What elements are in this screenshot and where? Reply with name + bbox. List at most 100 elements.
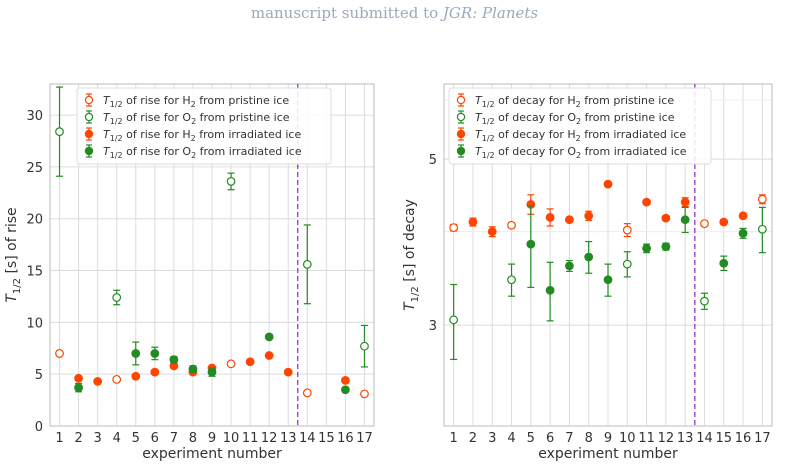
data-point: [360, 341, 369, 351]
data-point: [449, 315, 459, 325]
x-tick-label: 2: [469, 431, 477, 446]
legend-box: [448, 87, 712, 165]
legend-box: [76, 87, 332, 165]
data-point: [584, 211, 594, 221]
data-point: [738, 211, 748, 221]
x-tick-label: 17: [754, 431, 771, 446]
data-point: [487, 227, 497, 237]
x-tick-label: 6: [546, 431, 554, 446]
data-point: [565, 261, 574, 271]
data-point: [757, 224, 767, 234]
x-tick-label: 7: [170, 431, 178, 446]
x-tick-label: 12: [658, 431, 675, 446]
data-point: [264, 332, 274, 342]
legend-label: T1/2 of rise for O2 from pristine ice: [103, 111, 290, 126]
data-point: [341, 385, 350, 395]
x-tick-label: 5: [132, 431, 140, 446]
y-tick-label: 5: [429, 153, 437, 168]
data-point: [700, 219, 709, 229]
data-point: [283, 367, 293, 377]
data-point: [680, 197, 690, 207]
x-axis-label: experiment number: [142, 446, 282, 462]
x-tick-label: 4: [113, 431, 121, 446]
data-point: [150, 349, 160, 358]
x-tick-label: 5: [527, 431, 535, 446]
legend-label: T1/2 of rise for O2 from irradiated ice: [103, 145, 302, 160]
axes-frame: [49, 83, 375, 427]
data-point: [507, 275, 516, 285]
data-point: [226, 359, 236, 369]
plot-area-0: 1 2 3 4 5 6 7 8 9 10 11 12 13 14 15 16 17051015202530exp…: [4, 83, 375, 462]
rise-time-chart: 1 2 3 4 5 6 7 8 9 10 11 12 13 14 15 16 17051015202530exp…: [4, 83, 375, 462]
data-point: [526, 239, 536, 249]
journal-name: JGR: Planets: [442, 4, 539, 22]
data-point: [661, 213, 671, 223]
data-point: [74, 383, 83, 393]
y-tick-label: 25: [26, 161, 43, 176]
data-point: [449, 223, 459, 233]
data-point: [360, 389, 369, 399]
data-point: [131, 371, 141, 381]
data-point: [468, 217, 478, 227]
data-point: [642, 243, 651, 253]
legend: T1/2 of decay for H2 from pristine ice T1…: [448, 87, 712, 165]
series-0: [449, 194, 767, 238]
data-point: [622, 225, 632, 235]
data-point: [738, 228, 748, 238]
data-point: [622, 259, 632, 269]
data-point: [55, 349, 64, 358]
data-point: [757, 194, 767, 204]
y-tick-label: 10: [26, 316, 43, 331]
data-point: [719, 258, 729, 268]
data-point: [93, 377, 103, 386]
x-tick-label: 2: [74, 431, 82, 446]
data-point: [545, 212, 555, 222]
data-point: [565, 215, 574, 225]
series-1: [449, 206, 767, 361]
y-tick-label: 3: [429, 319, 437, 334]
data-point: [207, 367, 217, 377]
x-tick-label: 9: [604, 431, 612, 446]
series-3: [526, 205, 748, 322]
data-point: [131, 349, 141, 358]
data-point: [661, 242, 671, 252]
x-tick-label: 14: [696, 431, 713, 446]
data-point: [545, 285, 555, 295]
legend-marker: [84, 146, 94, 156]
legend-label: T1/2 of decay for O2 from irradiated ice: [475, 145, 687, 160]
y-tick-label: 15: [26, 265, 43, 280]
x-tick-label: 7: [565, 431, 573, 446]
y-tick-label: 0: [35, 420, 43, 435]
data-point: [302, 388, 312, 398]
data-point: [112, 374, 122, 384]
x-tick-label: 15: [318, 431, 335, 446]
x-tick-label: 14: [299, 431, 316, 446]
data-point: [169, 355, 179, 365]
x-tick-label: 16: [735, 431, 752, 446]
data-point: [642, 197, 651, 207]
x-tick-label: 15: [715, 431, 732, 446]
x-tick-label: 10: [223, 431, 240, 446]
x-tick-label: 12: [261, 431, 278, 446]
data-point: [74, 373, 83, 383]
x-tick-label: 11: [242, 431, 259, 446]
x-tick-label: 3: [488, 431, 496, 446]
x-tick-label: 17: [356, 431, 373, 446]
series-1: [55, 86, 369, 368]
manuscript-header: manuscript submitted to JGR: Planets: [0, 4, 789, 22]
data-point: [341, 376, 350, 385]
data-point: [55, 127, 64, 137]
x-tick-label: 1: [55, 431, 63, 446]
y-tick-label: 30: [26, 109, 43, 124]
series-0: [55, 349, 369, 399]
x-axis-label: experiment number: [538, 446, 678, 462]
y-axis-label: T1/2 [s] of decay: [402, 199, 421, 311]
x-tick-label: 3: [94, 431, 102, 446]
legend-marker: [84, 112, 94, 122]
data-point: [700, 296, 709, 306]
x-tick-label: 10: [619, 431, 636, 446]
y-tick-label: 20: [26, 213, 43, 228]
legend-label: T1/2 of decay for O2 from pristine ice: [475, 111, 675, 126]
